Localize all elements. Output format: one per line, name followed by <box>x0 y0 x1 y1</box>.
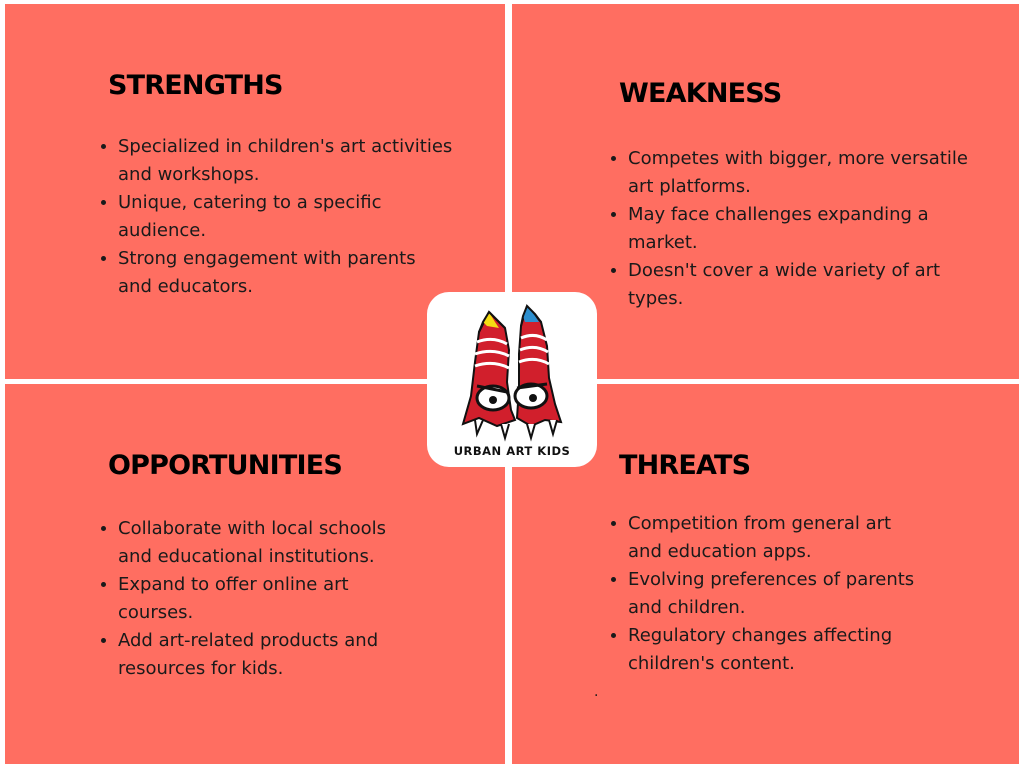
weakness-list: Competes with bigger, more versatile art… <box>605 145 1024 313</box>
list-item-line: Strong engagement with parents <box>118 248 416 269</box>
list-item-line: and education apps. <box>628 541 812 562</box>
list-item-line: courses. <box>118 602 194 623</box>
list-item-line: Regulatory changes affecting <box>628 625 893 646</box>
list-item-line: types. <box>628 288 684 309</box>
opportunities-title: OPPORTUNITIES <box>108 450 343 481</box>
eyes <box>475 382 549 412</box>
list-item: Strong engagement with parents and educa… <box>118 245 508 301</box>
threats-title: THREATS <box>619 450 751 481</box>
strengths-list: Specialized in children's art activities… <box>95 133 508 301</box>
list-item-line: Collaborate with local schools <box>118 518 386 539</box>
list-item-line: market. <box>628 232 698 253</box>
list-item-line: Competes with bigger, more versatile <box>628 148 968 169</box>
list-item: Unique, catering to a specific audience. <box>118 189 508 245</box>
list-item-line: Add art-related products and <box>118 630 379 651</box>
list-item-line: art platforms. <box>628 176 751 197</box>
crayon-monster-logo-icon: URBAN ART KIDS <box>454 303 571 458</box>
list-item-line: audience. <box>118 220 207 241</box>
list-item: Regulatory changes affecting children's … <box>628 622 1024 678</box>
strengths-title: STRENGTHS <box>108 70 283 101</box>
list-item: May face challenges expanding a market. <box>628 201 1024 257</box>
weakness-title: WEAKNESS <box>619 78 782 109</box>
list-item-line: resources for kids. <box>118 658 284 679</box>
list-item: Expand to offer online art courses. <box>118 571 508 627</box>
list-item: Competition from general art and educati… <box>628 510 1024 566</box>
list-item-line: and educators. <box>118 276 253 297</box>
logo-text: URBAN ART KIDS <box>454 444 571 458</box>
stray-mark: . <box>594 684 599 700</box>
list-item-line: children's content. <box>628 653 795 674</box>
opportunities-quadrant: OPPORTUNITIES Collaborate with local sch… <box>5 384 505 764</box>
list-item: Doesn't cover a wide variety of art type… <box>628 257 1024 313</box>
list-item-line: Expand to offer online art <box>118 574 349 595</box>
list-item-line: May face challenges expanding a <box>628 204 929 225</box>
list-item-line: Competition from general art <box>628 513 892 534</box>
strengths-quadrant: STRENGTHS Specialized in children's art … <box>5 4 505 379</box>
list-item-line: Specialized in children's art activities <box>118 136 453 157</box>
opportunities-list: Collaborate with local schools and educa… <box>95 515 508 683</box>
feet <box>474 419 558 442</box>
list-item: Competes with bigger, more versatile art… <box>628 145 1024 201</box>
list-item-line: and workshops. <box>118 164 260 185</box>
list-item-line: and educational institutions. <box>118 546 375 567</box>
threats-list: Competition from general art and educati… <box>605 510 1024 678</box>
list-item-line: and children. <box>628 597 746 618</box>
list-item-line: Doesn't cover a wide variety of art <box>628 260 941 281</box>
list-item-line: Evolving preferences of parents <box>628 569 915 590</box>
list-item: Evolving preferences of parents and chil… <box>628 566 1024 622</box>
list-item: Specialized in children's art activities… <box>118 133 508 189</box>
list-item-line: Unique, catering to a specific <box>118 192 382 213</box>
list-item: Collaborate with local schools and educa… <box>118 515 508 571</box>
logo-card: URBAN ART KIDS <box>427 292 597 467</box>
list-item: Add art-related products and resources f… <box>118 627 508 683</box>
